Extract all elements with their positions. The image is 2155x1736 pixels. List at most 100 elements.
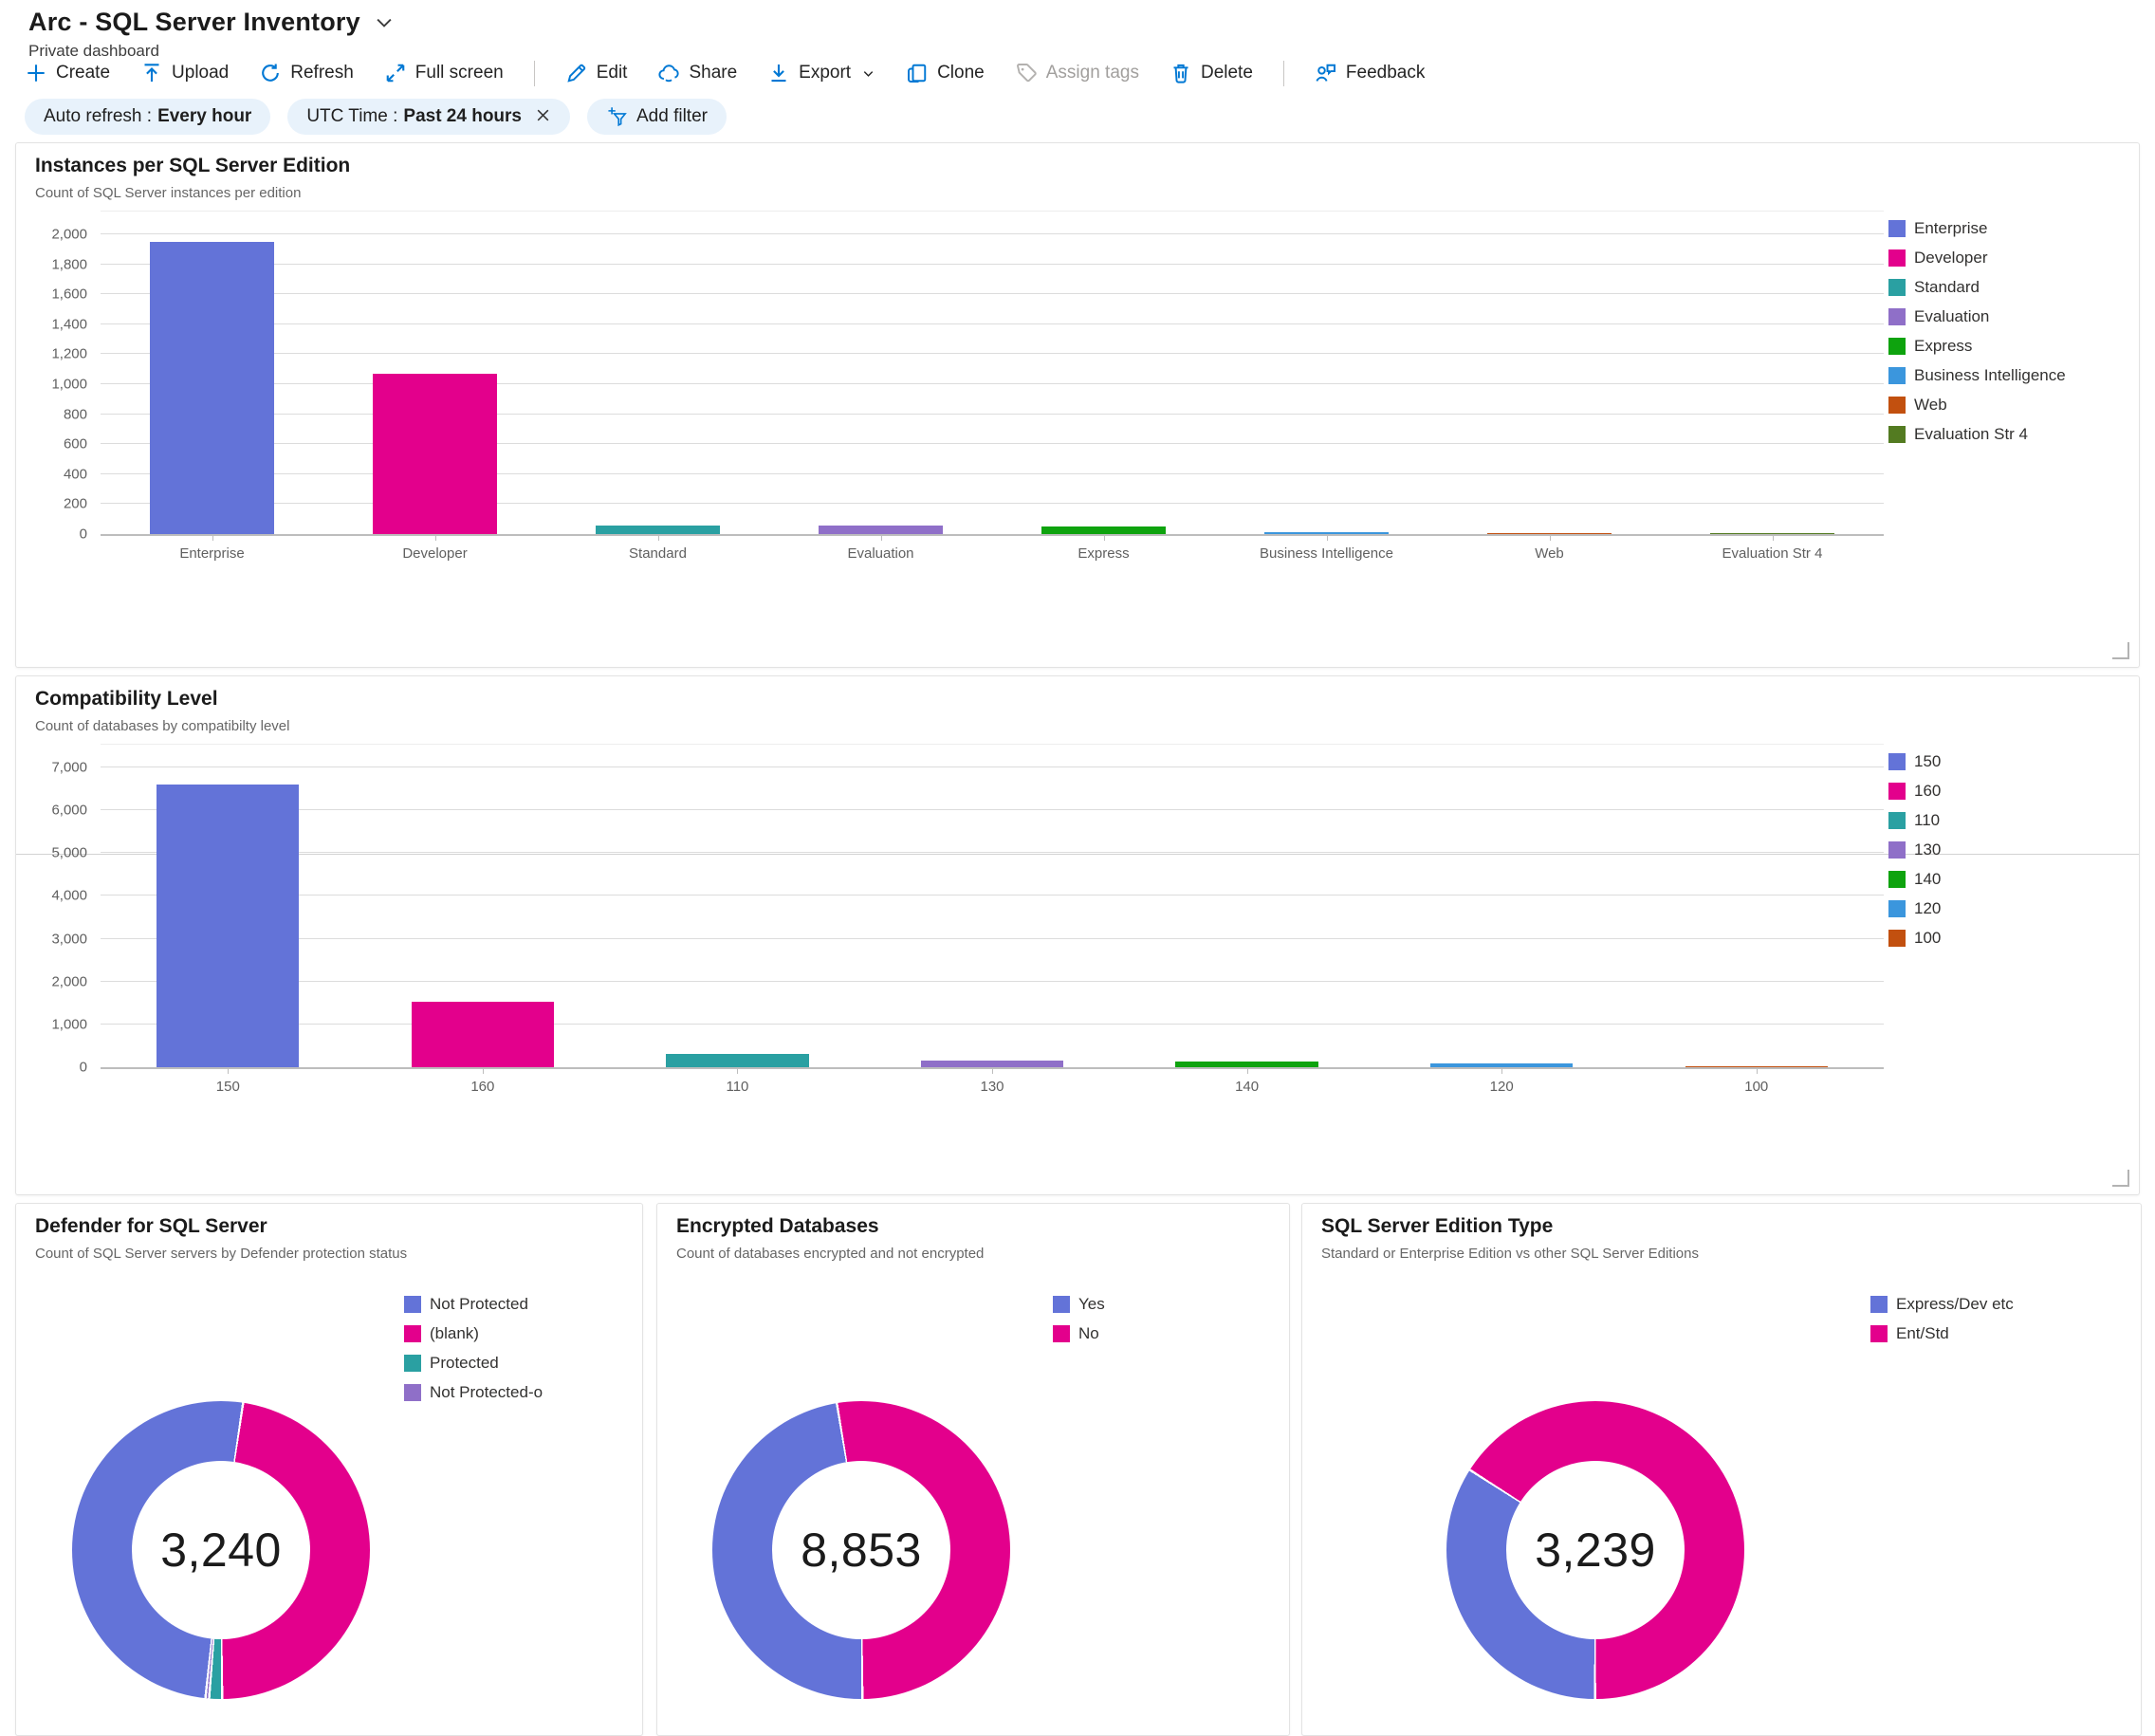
legend-item-enterprise[interactable]: Enterprise [1888,219,2066,238]
legend-item-100[interactable]: 100 [1888,929,1941,948]
edit-button[interactable]: Edit [565,62,627,84]
feedback-button[interactable]: Feedback [1315,62,1425,84]
gridline [101,472,1884,474]
export-button[interactable]: Export [767,62,875,84]
bar-160[interactable] [411,1002,555,1067]
chevron-down-icon [861,66,875,81]
bar-column [992,234,1215,541]
create-button[interactable]: Create [25,62,110,84]
legend-label: 100 [1914,929,1942,947]
bar-developer[interactable] [372,373,498,534]
clone-button[interactable]: Clone [906,62,985,84]
legend-item-140[interactable]: 140 [1888,870,1941,889]
y-axis-tick-label: 3,000 [51,931,87,948]
legend-swatch [1888,397,1906,414]
donut-total-value: 3,239 [1535,1524,1656,1577]
y-axis-tick-label: 800 [63,406,87,423]
chart-title: Instances per SQL Server Edition [35,155,351,176]
bar-column [769,234,992,541]
bar-columns [101,767,1884,1074]
bar-enterprise[interactable] [149,241,275,534]
legend-item-not-protected[interactable]: Not Protected [404,1295,543,1314]
toolbar-divider [1282,60,1284,86]
legend-label: Express [1914,337,1973,355]
legend-label: 160 [1914,782,1942,800]
legend-item-no[interactable]: No [1053,1324,1105,1343]
upload-button[interactable]: Upload [140,62,229,84]
legend-item-web[interactable]: Web [1888,396,2066,415]
bar-130[interactable] [920,1060,1064,1067]
x-axis-tick-label: 110 [726,1079,749,1095]
bar-business-intelligence[interactable] [1263,532,1390,534]
legend-label: (blank) [430,1324,479,1342]
assign-tags-button: Assign tags [1015,62,1139,84]
legend-item-not-protected-o[interactable]: Not Protected-o [404,1383,543,1402]
bar-column [1629,767,1884,1074]
bar-100[interactable] [1685,1065,1828,1067]
legend-item-120[interactable]: 120 [1888,899,1941,918]
delete-button[interactable]: Delete [1170,62,1253,84]
legend-item-express[interactable]: Express [1888,337,2066,356]
y-axis-tick-label: 7,000 [51,759,87,776]
gridline [101,263,1884,265]
bar-standard[interactable] [595,525,721,534]
x-axis-tick-label: Enterprise [179,545,245,562]
legend-item-express-dev-etc[interactable]: Express/Dev etc [1870,1295,2014,1314]
bar-evaluation[interactable] [818,526,944,534]
bar-140[interactable] [1175,1062,1318,1067]
add-filter-button[interactable]: Add filter [587,99,727,135]
refresh-button[interactable]: Refresh [259,62,354,84]
legend-item-developer[interactable]: Developer [1888,249,2066,268]
legend-item-130[interactable]: 130 [1888,840,1941,859]
legend-item-business-intelligence[interactable]: Business Intelligence [1888,366,2066,385]
donut-ring[interactable]: 8,853 [712,1401,1010,1699]
legend-item-160[interactable]: 160 [1888,782,1941,801]
legend-item-standard[interactable]: Standard [1888,278,2066,297]
chart-legend: Yes No [1053,1295,1105,1343]
bar-110[interactable] [666,1054,809,1067]
donut-ring[interactable]: 3,239 [1446,1401,1744,1699]
legend-item-evaluation-str-4[interactable]: Evaluation Str 4 [1888,425,2066,444]
legend-swatch [1888,279,1906,296]
legend-item--blank-[interactable]: (blank) [404,1324,543,1343]
y-axis-tick-label: 1,000 [51,1016,87,1033]
bar-150[interactable] [157,785,300,1067]
y-axis-tick-label: 0 [79,526,87,543]
donut-ring[interactable]: 3,240 [72,1401,370,1699]
bar-express[interactable] [1041,526,1167,534]
bar-web[interactable] [1486,533,1612,534]
tile-resize-handle[interactable] [2112,642,2129,659]
share-button[interactable]: Share [657,62,737,84]
legend-item-protected[interactable]: Protected [404,1354,543,1373]
legend-item-evaluation[interactable]: Evaluation [1888,307,2066,326]
remove-filter-button[interactable] [535,107,551,126]
legend-item-ent-std[interactable]: Ent/Std [1870,1324,2014,1343]
legend-item-yes[interactable]: Yes [1053,1295,1105,1314]
legend-label: Protected [430,1354,499,1372]
gridline [101,383,1884,384]
filter-pill-auto-refresh[interactable]: Auto refresh : Every hour [25,99,271,135]
dashboard-selector-chevron-down-icon[interactable] [374,12,395,33]
filter-pill-utc-time[interactable]: UTC Time : Past 24 hours [287,99,570,135]
page-title: Arc - SQL Server Inventory [28,8,360,36]
legend-item-110[interactable]: 110 [1888,811,1941,830]
bar-evaluation-str-4[interactable] [1709,533,1835,534]
legend-swatch [1053,1296,1070,1313]
chart-title: Compatibility Level [35,688,218,710]
bar-120[interactable] [1429,1062,1574,1067]
upload-icon [140,62,163,84]
bar-column [101,767,356,1074]
legend-swatch [1870,1325,1888,1342]
bar-column [101,234,323,541]
y-axis-tick-label: 2,000 [51,973,87,990]
legend-swatch [404,1355,421,1372]
legend-swatch [1888,249,1906,267]
tile-resize-handle[interactable] [2112,1170,2129,1187]
fullscreen-button[interactable]: Full screen [384,62,504,84]
trash-icon [1170,62,1192,84]
legend-item-150[interactable]: 150 [1888,752,1941,771]
gridline [101,809,1884,811]
chart-legend: Express/Dev etc Ent/Std [1870,1295,2014,1343]
gridline [101,895,1884,896]
